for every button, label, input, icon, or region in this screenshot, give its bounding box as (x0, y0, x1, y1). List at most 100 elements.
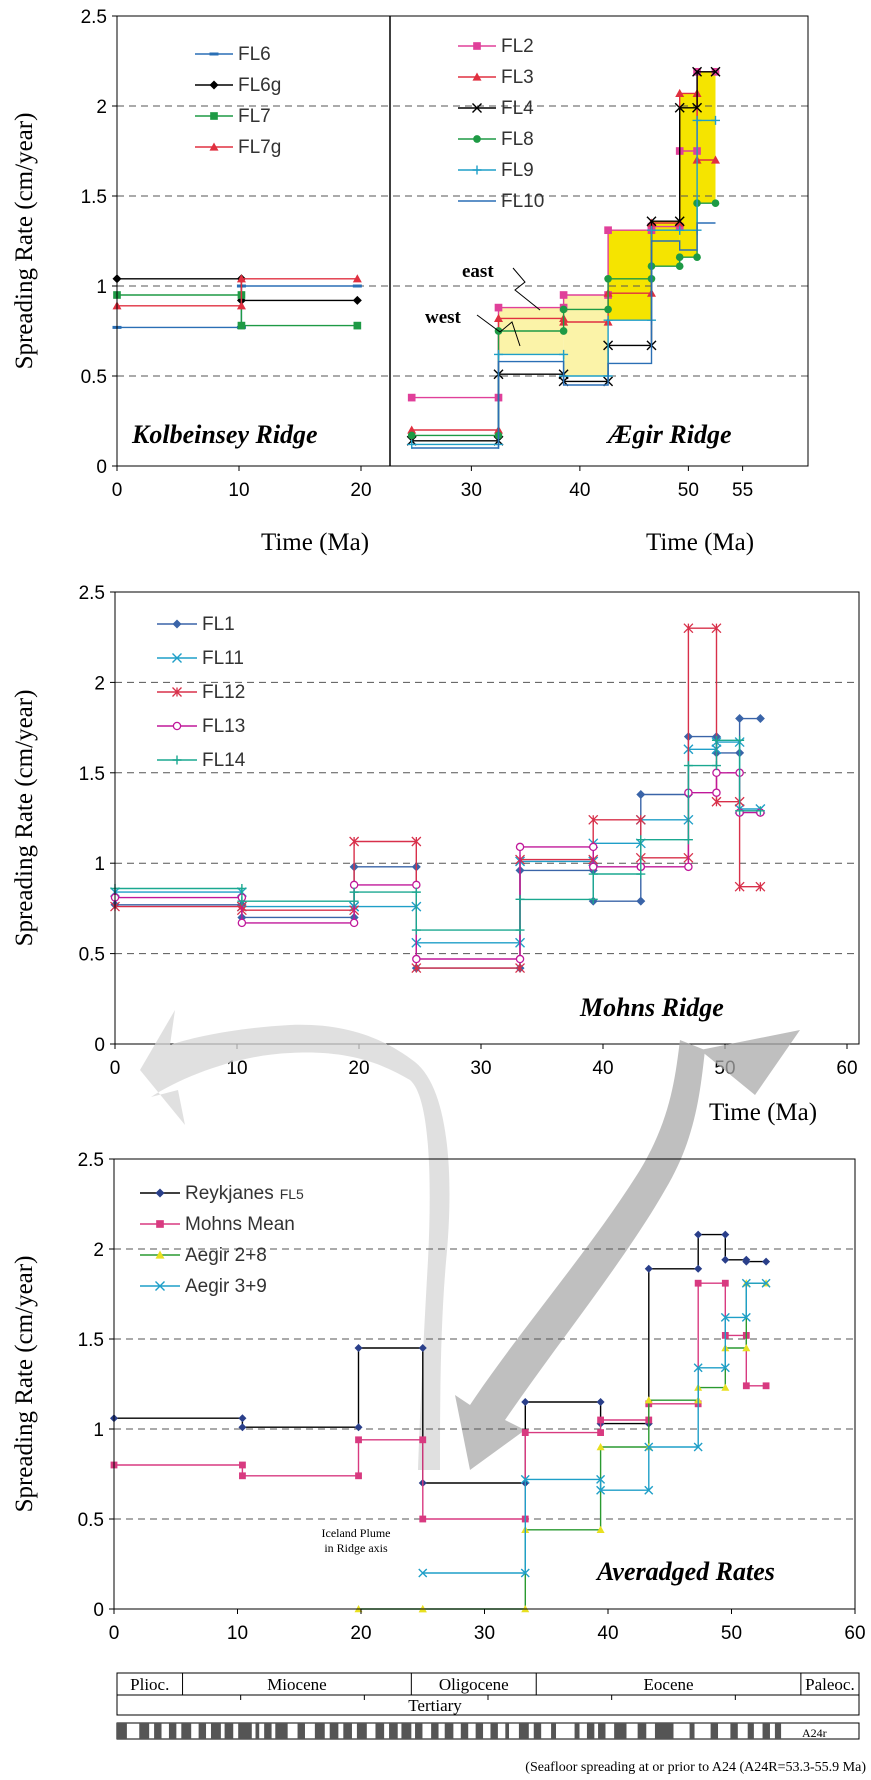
chron-normal (518, 1723, 529, 1739)
chron-normal (117, 1723, 127, 1739)
legend-right: FL2 FL3 FL4 FL8 FL9 FL10 (458, 36, 544, 212)
y-tick-label: 2 (93, 1240, 104, 1261)
legend-label: FL6 (238, 44, 271, 65)
data-point (407, 393, 416, 402)
data-point (721, 1255, 730, 1264)
data-point (355, 1436, 362, 1444)
data-point (588, 842, 598, 852)
plume-arrow-light (140, 1010, 450, 1470)
data-point (349, 896, 359, 906)
chron-normal (401, 1723, 412, 1739)
plume-arrow-dark (455, 1030, 800, 1470)
x-tick-labels: 0 10 20 30 40 50 55 (112, 466, 753, 501)
legend-swatch-marker (155, 1188, 165, 1198)
data-point (644, 1442, 654, 1452)
chron-normal (551, 1723, 557, 1739)
x-tick-label: 10 (226, 1058, 247, 1079)
y-tick-label: 1 (96, 277, 107, 298)
data-point (515, 925, 525, 935)
data-point (755, 881, 766, 892)
chron-normal (314, 1723, 325, 1739)
legend-item-mohns-mean: Mohns Mean (140, 1214, 295, 1235)
legend-swatch-marker (472, 103, 482, 113)
legend-item-aegir-2-8: Aegir 2+8 (140, 1245, 267, 1266)
data-point (236, 274, 246, 283)
east-pointer (512, 267, 541, 311)
x-tick-label: 20 (348, 1058, 369, 1079)
data-point (352, 295, 362, 305)
mohns-ridge-label: Mohns Ridge (579, 993, 724, 1022)
legend-item-reykjanes: Reykjanes FL5 (140, 1183, 304, 1204)
series-line-fl4 (411, 71, 716, 442)
series-fl12 (110, 623, 766, 974)
x-tick-label: 60 (844, 1623, 865, 1644)
chron-normal (747, 1723, 754, 1739)
series-line-fl7 (117, 294, 358, 327)
data-point (675, 88, 685, 97)
chron-normal (389, 1723, 398, 1739)
data-point (597, 1429, 604, 1436)
data-point (596, 1398, 605, 1406)
magnetic-chron-bar (116, 1722, 860, 1740)
epoch-label-paleoc: Paleoc. (805, 1675, 855, 1694)
legend-label: FL7g (238, 137, 281, 158)
y-axis-label: Spreading Rate (cm/year) (11, 113, 38, 370)
data-point (604, 226, 612, 235)
legend-item-fl6: FL6 (195, 44, 271, 65)
data-point (411, 925, 421, 935)
data-point (588, 814, 599, 825)
chron-normal (181, 1723, 192, 1739)
series-fl6 (112, 284, 362, 329)
legend-label: FL13 (202, 716, 245, 737)
chron-normal (431, 1723, 439, 1739)
legend-item-fl7g: FL7g (195, 137, 281, 158)
period-label: Tertiary (408, 1696, 462, 1715)
data-point (494, 349, 503, 359)
data-point (596, 1443, 605, 1451)
legend-left: FL6 FL6g FL7 FL7g (195, 44, 281, 158)
legend-item-aegir-3-9: Aegir 3+9 (140, 1276, 267, 1297)
legend-label: Aegir 3+9 (185, 1276, 267, 1297)
data-point (237, 918, 247, 928)
data-point (596, 1525, 605, 1533)
legend-item-fl6g: FL6g (195, 75, 281, 96)
legend-item-fl4: FL4 (458, 98, 534, 119)
x-tick-label: 30 (474, 1623, 495, 1644)
data-point (692, 66, 703, 77)
aegir-shaded-region (498, 71, 716, 376)
legend-swatch-marker (209, 80, 219, 90)
x-tick-label: 0 (110, 1058, 121, 1079)
chron-normal (490, 1723, 498, 1739)
x-tick-label: 20 (350, 480, 371, 501)
legend-item-fl3: FL3 (458, 67, 534, 88)
x-tick-label: 50 (721, 1623, 742, 1644)
y-axis-label: Spreading Rate (cm/year) (11, 690, 38, 947)
data-point (674, 102, 685, 113)
y-tick-label: 2 (96, 97, 107, 118)
legend-label: Aegir 2+8 (185, 1245, 267, 1266)
legend-swatch-marker (172, 687, 182, 697)
x-tick-label: 60 (836, 1058, 857, 1079)
y-tick-label: 2.5 (78, 1150, 104, 1171)
data-point (239, 1461, 246, 1469)
data-point (675, 225, 685, 235)
data-point (596, 1474, 606, 1484)
chron-label: A24r (802, 1726, 827, 1740)
shaded-interval (679, 93, 698, 258)
legend-label: FL7 (238, 106, 271, 127)
data-point (636, 869, 646, 879)
data-point (711, 199, 720, 208)
data-point (734, 881, 745, 892)
data-point (559, 305, 568, 314)
data-point (520, 1568, 530, 1578)
legend-item-fl8: FL8 (458, 129, 534, 150)
data-point (711, 796, 722, 807)
series-line-fl11 (115, 741, 761, 944)
data-point (353, 321, 362, 330)
data-point (742, 1382, 750, 1390)
panel-averaged: 0 0.5 1 1.5 2 2.5 0 10 20 30 40 50 60 Spreading Rat… (11, 1010, 866, 1644)
legend-swatch-marker (472, 165, 482, 175)
chron-normal (375, 1723, 385, 1739)
legend-label: FL8 (501, 129, 534, 150)
data-point (711, 761, 721, 771)
